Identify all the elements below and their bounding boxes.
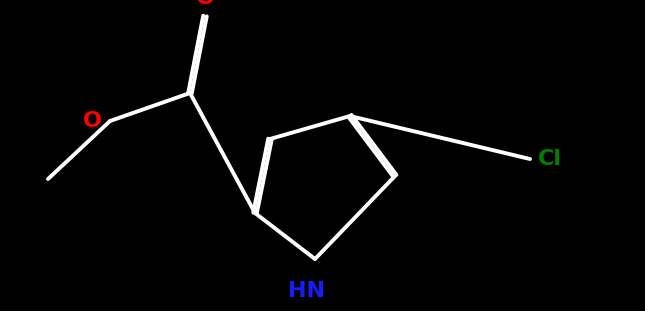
Text: HN: HN bbox=[288, 281, 326, 301]
Text: O: O bbox=[83, 111, 102, 131]
Text: O: O bbox=[195, 0, 215, 8]
Text: Cl: Cl bbox=[538, 149, 562, 169]
